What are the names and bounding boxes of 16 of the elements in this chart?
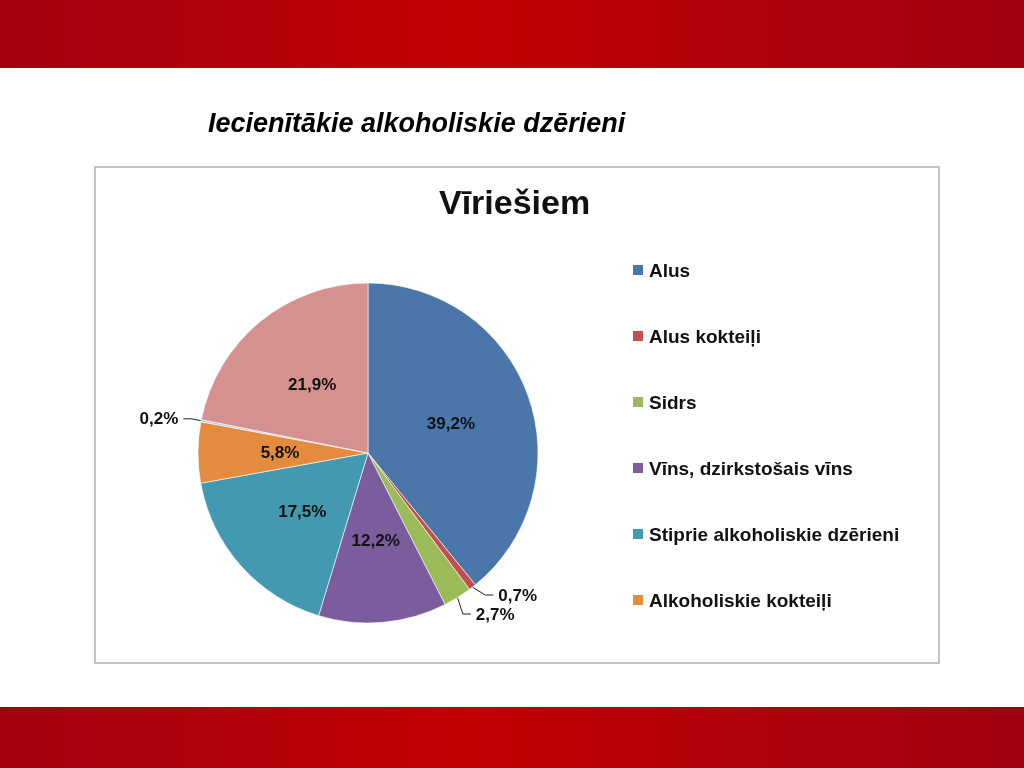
data-label: 0,7% — [498, 585, 538, 605]
chart-subtitle: Vīriešiem — [439, 183, 591, 221]
legend-label: Stiprie alkoholiskie dzērieni — [649, 523, 900, 545]
data-label: 12,2% — [351, 531, 400, 551]
legend-label: Vīns, dzirkstošais vīns — [649, 457, 853, 479]
data-label: 0,2% — [139, 409, 179, 429]
legend-label: Sidrs — [649, 391, 697, 413]
legend-label: Alus kokteiļi — [649, 325, 761, 347]
data-label: 2,7% — [475, 604, 515, 624]
legend-label: Alus — [649, 259, 691, 281]
data-label: 39,2% — [426, 414, 476, 434]
data-label: 21,9% — [288, 375, 337, 395]
chart-title: Iecienītākie alkoholiskie dzērieni — [208, 108, 626, 139]
legend-label: Alkoholiskie kokteiļi — [649, 589, 832, 611]
data-label: 17,5% — [278, 502, 327, 522]
data-label: 5,8% — [260, 443, 300, 463]
